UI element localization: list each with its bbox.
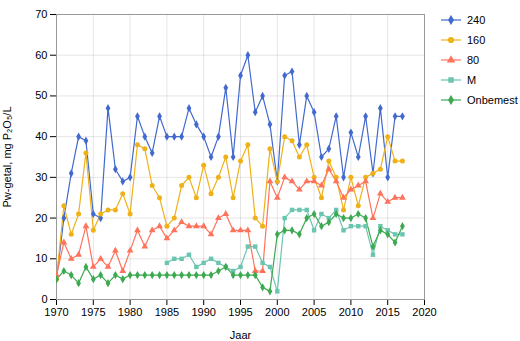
html-text:160: 160: [467, 34, 486, 46]
svg-text:20: 20: [35, 212, 47, 224]
svg-text:0: 0: [41, 293, 47, 305]
svg-text:60: 60: [35, 49, 47, 61]
svg-text:Jaar: Jaar: [230, 329, 252, 341]
svg-text:2000: 2000: [265, 306, 289, 318]
svg-text:1985: 1985: [155, 306, 179, 318]
html-text:80: 80: [467, 54, 480, 66]
svg-text:1995: 1995: [228, 306, 252, 318]
svg-text:2010: 2010: [339, 306, 363, 318]
svg-text:1980: 1980: [118, 306, 142, 318]
html-text:240: 240: [467, 14, 486, 26]
svg-text:50: 50: [35, 89, 47, 101]
html-text:M: M: [467, 74, 477, 86]
svg-text:Pw-getal, mg P₂O₅/L: Pw-getal, mg P₂O₅/L: [1, 106, 13, 207]
svg-text:40: 40: [35, 130, 47, 142]
svg-text:2020: 2020: [412, 306, 436, 318]
svg-text:1970: 1970: [44, 306, 68, 318]
svg-text:2015: 2015: [375, 306, 399, 318]
svg-text:10: 10: [35, 252, 47, 264]
svg-text:1975: 1975: [81, 306, 105, 318]
svg-text:1990: 1990: [191, 306, 215, 318]
html-text:Onbemest: Onbemest: [467, 94, 518, 106]
svg-text:70: 70: [35, 8, 47, 20]
svg-text:2005: 2005: [302, 306, 326, 318]
svg-text:30: 30: [35, 171, 47, 183]
